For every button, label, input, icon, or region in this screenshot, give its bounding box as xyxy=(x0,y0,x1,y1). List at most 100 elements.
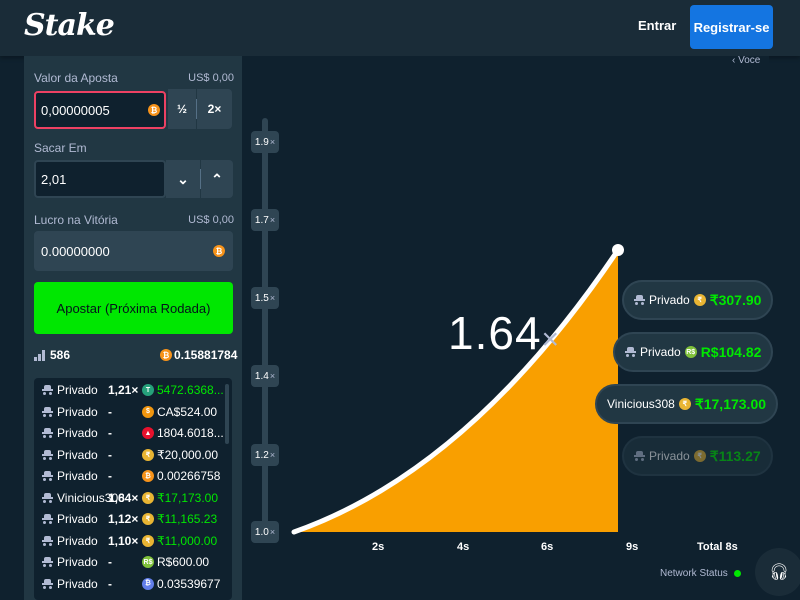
player-row: Privado - ₿ 0.03539677 xyxy=(34,574,232,595)
currency-icon: ₹ xyxy=(142,513,154,525)
cashout-decrease-button[interactable]: ⌄ xyxy=(166,160,200,198)
top-bar: Stake Entrar Registrar-se xyxy=(0,0,800,56)
bar-chart-icon xyxy=(34,350,46,361)
win-amount: ₹307.90 xyxy=(709,291,762,308)
player-name[interactable]: Privado xyxy=(57,512,98,526)
chevron-up-icon: ⌃ xyxy=(211,170,223,187)
player-amount: ₹20,000.00 xyxy=(157,447,219,462)
x-tick: 6s xyxy=(541,541,554,553)
y-tick: 1.7 × xyxy=(251,209,279,231)
half-bet-button[interactable]: ½ xyxy=(168,89,196,129)
player-name[interactable]: Privado xyxy=(57,469,98,483)
player-amount: R$600.00 xyxy=(157,555,210,569)
profit-value: 0.00000000 xyxy=(41,243,110,259)
profit-usd: US$ 0,00 xyxy=(188,214,234,226)
login-button[interactable]: Entrar xyxy=(638,18,677,33)
bet-amount-label: Valor da Aposta xyxy=(34,71,118,85)
player-name[interactable]: Privado xyxy=(57,576,98,591)
currency-icon: ₹ xyxy=(693,294,706,306)
bitcoin-icon: ₿ xyxy=(160,349,172,361)
player-multiplier: - xyxy=(108,576,112,591)
incognito-icon xyxy=(634,451,645,461)
player-name[interactable]: Privado xyxy=(57,555,98,569)
incognito-icon xyxy=(42,557,53,567)
player-row: Privado 1,10× ₹ ₹11,000.00 xyxy=(34,531,232,552)
player-multiplier: 1,10× xyxy=(108,533,139,548)
incognito-icon xyxy=(42,514,53,524)
player-row: Vinicious308 1,64× ₹ ₹17,173.00 xyxy=(34,488,232,509)
bet-panel: Valor da Aposta US$ 0,00 0,00000005 ₿ ½ … xyxy=(24,56,242,600)
player-name[interactable]: Privado xyxy=(57,426,98,440)
player-row: Privado - ₿ 0.00266758 xyxy=(34,466,232,487)
players-list[interactable]: Privado - ₿ 0.03539677 Privado - R$ R$600.00 Pri… xyxy=(34,378,232,600)
divider xyxy=(196,99,197,119)
currency-icon: ₿ xyxy=(142,470,154,482)
player-amount: 0.03539677 xyxy=(157,576,221,591)
incognito-icon xyxy=(42,428,53,438)
player-amount: CA$524.00 xyxy=(157,404,218,419)
winner-name[interactable]: Privado xyxy=(649,293,690,307)
bet-amount-input[interactable]: 0,00000005 ₿ xyxy=(34,91,166,129)
status-dot-icon xyxy=(733,570,741,577)
network-status[interactable]: Network Status xyxy=(660,568,741,579)
currency-icon: ₹ xyxy=(693,450,706,462)
player-row: Privado 1,21× T 5472.6368... xyxy=(34,380,232,401)
currency-icon: ₹ xyxy=(142,448,154,461)
player-row: Privado - $ CA$524.00 xyxy=(34,402,232,423)
y-axis xyxy=(262,118,268,542)
bet-button[interactable]: Apostar (Próxima Rodada) xyxy=(34,282,233,334)
win-notification: Privado ₹ ₹113.27 xyxy=(622,436,773,476)
winner-name[interactable]: Privado xyxy=(640,345,681,359)
incognito-icon xyxy=(42,471,53,481)
player-name[interactable]: Vinicious308 xyxy=(57,490,125,505)
player-amount: ₹11,165.23 xyxy=(157,512,218,526)
win-notification: Privado R$ R$104.82 xyxy=(613,332,774,372)
curve-dot xyxy=(612,244,624,256)
curve-line xyxy=(291,247,621,535)
y-tick: 1.5 × xyxy=(251,287,279,309)
player-amount: ₹11,000.00 xyxy=(157,533,218,548)
incognito-icon xyxy=(42,535,53,546)
bitcoin-icon: ₿ xyxy=(148,104,160,116)
voce-link[interactable]: ‹ Voce xyxy=(732,55,761,66)
y-tick: 1.9 × xyxy=(251,131,279,153)
cashout-increase-button[interactable]: ⌃ xyxy=(201,160,233,198)
incognito-icon xyxy=(42,385,53,395)
currency-icon: ₹ xyxy=(678,398,691,410)
player-name[interactable]: Privado xyxy=(57,447,98,462)
cashout-input[interactable]: 2,01 xyxy=(34,160,166,198)
stake-logo[interactable]: Stake xyxy=(24,8,115,43)
player-row: Privado - ₹ ₹20,000.00 xyxy=(34,445,232,466)
player-name[interactable]: Privado xyxy=(57,404,98,419)
player-row: Privado 1,12× ₹ ₹11,165.23 xyxy=(34,509,232,530)
win-amount: ₹113.27 xyxy=(709,447,761,464)
currency-icon: R$ xyxy=(142,556,154,568)
currency-icon: $ xyxy=(142,405,154,418)
player-multiplier: 1,21× xyxy=(108,383,139,397)
profit-label: Lucro na Vitória xyxy=(34,213,118,227)
winner-name[interactable]: Privado xyxy=(649,449,690,463)
register-button[interactable]: Registrar-se xyxy=(690,5,773,49)
profit-field: 0.00000000 ₿ xyxy=(34,231,233,271)
x-tick: 9s xyxy=(626,541,639,553)
double-bet-button[interactable]: 2× xyxy=(197,89,232,129)
player-row: Privado - ▲ 1804.6018... xyxy=(34,423,232,444)
cashout-value: 2,01 xyxy=(41,171,67,187)
bet-amount-usd: US$ 0,00 xyxy=(188,72,234,84)
currency-icon: T xyxy=(142,384,154,396)
player-multiplier: - xyxy=(108,555,112,569)
headset-icon[interactable]: 🎧︎ xyxy=(755,548,800,596)
y-tick: 1.4 × xyxy=(251,365,279,387)
currency-icon: ₿ xyxy=(142,577,154,590)
scrollbar[interactable] xyxy=(225,384,229,444)
x-tick: 4s xyxy=(457,541,470,553)
incognito-icon xyxy=(42,492,53,503)
player-amount: ₹17,173.00 xyxy=(157,490,219,505)
winner-name[interactable]: Vinicious308 xyxy=(607,397,675,411)
player-name[interactable]: Privado xyxy=(57,533,98,548)
player-name[interactable]: Privado xyxy=(57,383,98,397)
player-amount: 0.00266758 xyxy=(157,469,221,483)
total-bet: 0.15881784 xyxy=(174,348,238,362)
curve-fill xyxy=(294,250,618,532)
